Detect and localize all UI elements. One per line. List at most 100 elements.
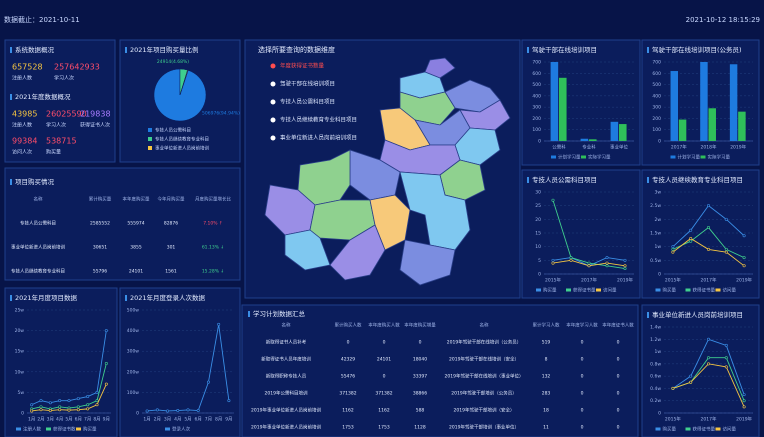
table-cell: 1753: [342, 425, 354, 431]
map-option[interactable]: 专技人员继续教育专业科目项目: [280, 116, 357, 124]
y-tick-label: 100: [532, 127, 541, 133]
point: [104, 329, 108, 333]
map-option[interactable]: 年度获得证书数量: [280, 62, 325, 70]
x-tick-label: 6月: [195, 417, 202, 423]
bar: [589, 139, 597, 141]
radio[interactable]: [270, 99, 276, 105]
y-tick-label: 0: [538, 139, 541, 145]
x-tick-label: 9月: [225, 417, 232, 423]
table-cell: 新取得职称专技人员: [266, 373, 307, 380]
legend-swatch: [566, 288, 571, 292]
x-tick-label: 2019年: [730, 144, 746, 151]
legend-label: 购买量: [663, 426, 677, 433]
y-tick-label: 1.2w: [650, 337, 661, 343]
point: [39, 408, 43, 412]
legend-label: 实际学习量: [588, 154, 611, 161]
map-option[interactable]: 专技人员公需科目项目: [280, 98, 335, 106]
legend-swatch: [655, 288, 661, 292]
x-tick-label: 7月: [205, 417, 212, 423]
point: [86, 407, 90, 411]
map-region[interactable]: [329, 224, 386, 281]
radio[interactable]: [270, 81, 276, 87]
table-header: 名称: [480, 322, 489, 329]
radio[interactable]: [270, 135, 276, 141]
panel-title: 2021年项目购买量比例: [130, 45, 199, 54]
point: [706, 362, 710, 366]
point: [67, 408, 71, 412]
radio[interactable]: [270, 63, 276, 69]
map-region[interactable]: [399, 239, 456, 286]
x-tick-label: 8月: [93, 417, 100, 423]
y-tick-label: 0.4w: [650, 386, 661, 392]
table-cell: 事业单位新进人员岗前培训: [11, 244, 65, 251]
stat-value: 657528: [12, 63, 43, 72]
map-region[interactable]: [424, 57, 456, 79]
point: [186, 408, 190, 412]
point: [569, 256, 573, 260]
table-header: 累计学习人数: [533, 322, 560, 329]
point: [176, 409, 180, 413]
pie-label: 506976(94.94%): [202, 111, 240, 117]
point: [551, 198, 555, 202]
table-cell: 132: [542, 374, 551, 380]
y-tick-label: 600: [652, 71, 661, 77]
table-cell: 1561: [165, 269, 177, 275]
table-cell: 新取得证书人员补考: [266, 339, 307, 346]
table-cell: 3855: [130, 245, 142, 251]
point: [196, 409, 200, 413]
table-cell: 0: [581, 340, 584, 346]
point: [39, 405, 43, 409]
table-panel: [241, 304, 639, 437]
stat-value: 219838: [80, 110, 111, 119]
x-tick-label: 5月: [65, 417, 72, 423]
stat-label: 注册人数: [12, 75, 32, 82]
y-tick-label: 20w: [15, 328, 25, 334]
stat-label: 学习人次: [46, 122, 66, 129]
y-tick-label: 15w: [15, 349, 25, 355]
x-tick-label: 8月: [215, 417, 222, 423]
radio[interactable]: [270, 117, 276, 123]
x-tick-label: 4月: [174, 417, 181, 423]
point: [724, 250, 728, 254]
legend-swatch: [700, 155, 706, 159]
pie-slice: [179, 69, 189, 96]
y-tick-label: 700: [652, 60, 661, 66]
y-tick-label: 2w: [654, 217, 661, 223]
legend-label: 购买量: [83, 426, 97, 433]
y-tick-label: 0: [538, 272, 541, 278]
y-tick-label: 100: [652, 127, 661, 133]
y-tick-label: 1w: [654, 244, 661, 250]
y-tick-label: 200: [532, 116, 541, 122]
panel-title: 学习计划数据汇总: [253, 309, 306, 318]
y-tick-label: 1.4w: [650, 325, 661, 331]
table-cell: 1162: [342, 408, 354, 414]
stat-label: 访问人次: [12, 149, 32, 156]
y-tick-label: 25: [535, 203, 541, 209]
table-cell: 0: [617, 374, 620, 380]
legend-swatch: [551, 155, 556, 159]
title-marker: [10, 47, 12, 53]
table-cell: 24101: [377, 357, 391, 363]
legend-label: 注册人数: [23, 426, 41, 433]
y-tick-label: 500: [652, 82, 661, 88]
stat-label: 注册人数: [12, 122, 32, 129]
y-tick-label: 600: [532, 71, 541, 77]
point: [724, 365, 728, 369]
point: [104, 382, 108, 386]
point: [742, 393, 746, 397]
x-tick-label: 3月: [47, 417, 54, 423]
point: [724, 356, 728, 360]
title-marker: [647, 312, 649, 318]
point: [166, 409, 170, 413]
y-tick-label: 15: [535, 231, 541, 237]
table-cell: 371382: [339, 391, 356, 397]
y-tick-label: 400: [652, 93, 661, 99]
table-cell: 61.13% ↓: [202, 245, 224, 251]
map-option[interactable]: 驾驶干部在线培训项目: [280, 80, 335, 88]
table-cell: 0: [617, 391, 620, 397]
y-tick-label: 300: [532, 105, 541, 111]
bar: [729, 64, 738, 141]
x-tick-label: 2017年: [581, 277, 597, 284]
map-option[interactable]: 事业单位新进人员岗前培训项目: [280, 134, 357, 142]
stat-value: 257642933: [54, 63, 100, 72]
